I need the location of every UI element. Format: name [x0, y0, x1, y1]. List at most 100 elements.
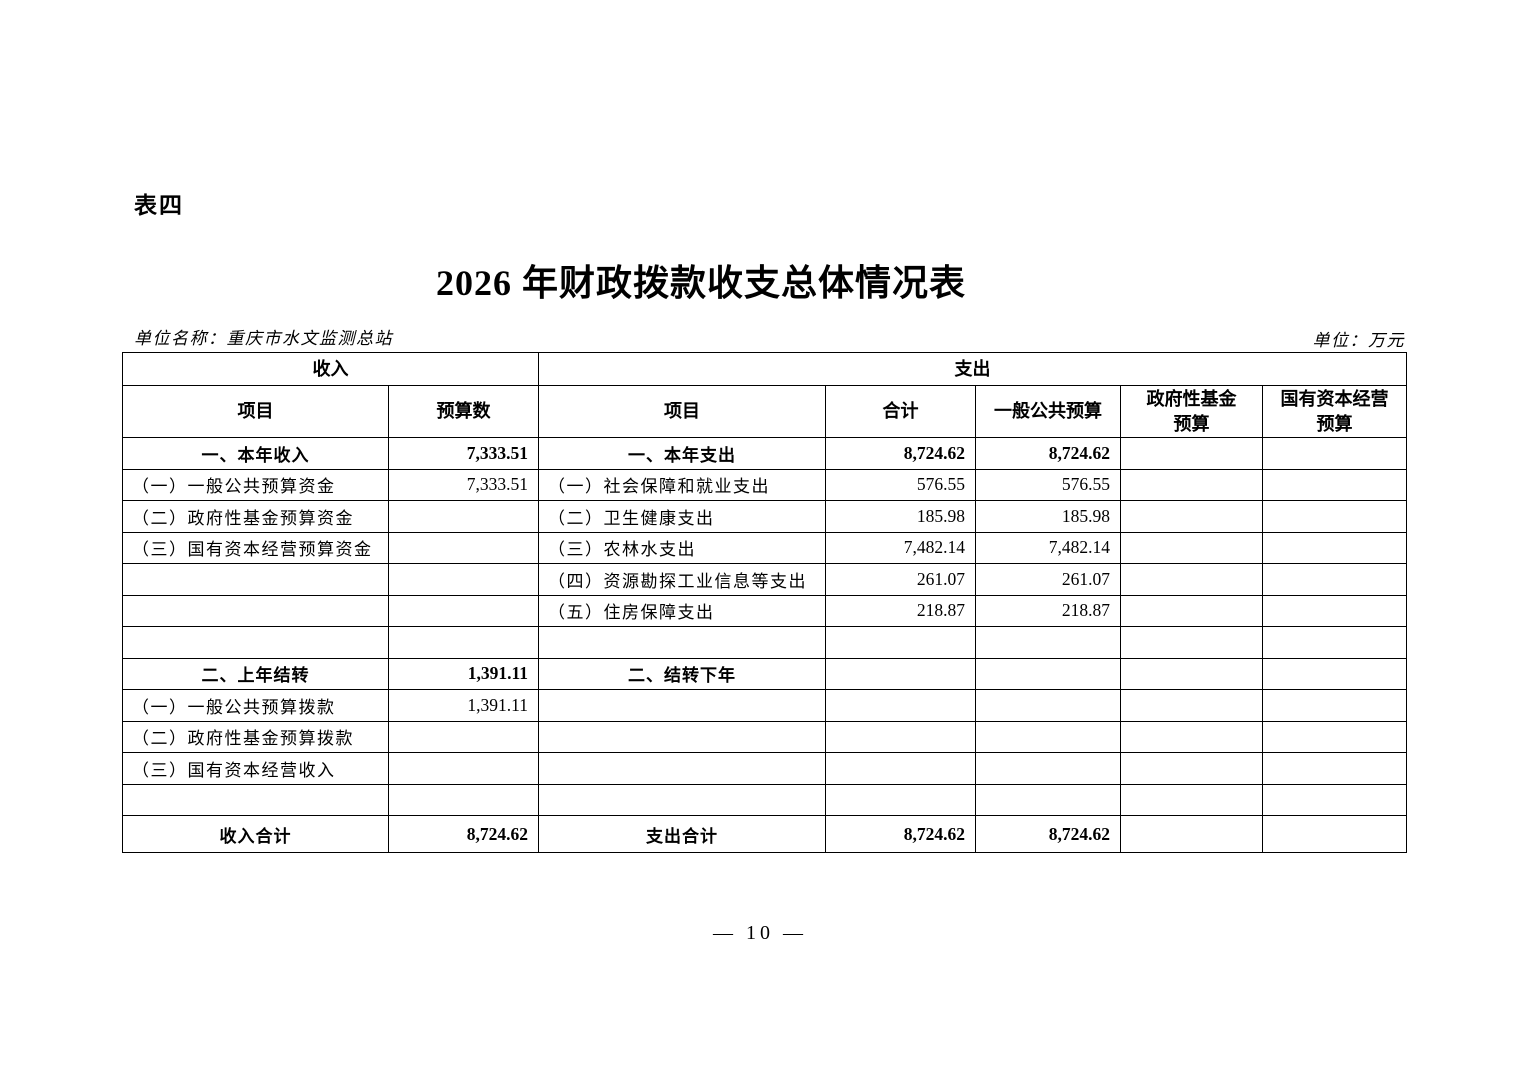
general-public-budget-cell [975, 657, 1121, 690]
expense-total-cell [825, 783, 976, 816]
income-budget-cell: 1,391.11 [388, 689, 539, 722]
general-public-budget-cell: 8,724.62 [975, 815, 1121, 853]
income-item-cell: （一）一般公共预算拨款 [122, 689, 389, 722]
income-item-cell: 一、本年收入 [122, 437, 389, 470]
gov-fund-budget-cell [1120, 752, 1263, 785]
state-capital-budget-cell [1261, 531, 1408, 564]
table-row: （二）政府性基金预算拨款 [122, 720, 1408, 753]
col-header-expense-item: 项目 [538, 385, 826, 438]
expense-total-cell: 261.07 [825, 563, 976, 596]
col-header-income-budget: 预算数 [388, 385, 539, 438]
expense-total-cell [825, 752, 976, 785]
income-budget-cell: 7,333.51 [388, 468, 539, 501]
general-public-budget-cell: 218.87 [975, 594, 1121, 627]
expense-total-cell: 218.87 [825, 594, 976, 627]
income-budget-cell [388, 563, 539, 596]
state-capital-budget-cell [1261, 720, 1408, 753]
general-public-budget-cell: 8,724.62 [975, 437, 1121, 470]
budget-table: 收入 支出 项目 预算数 项目 合计 一般公共预算 政府性基金 预算 国有资本经营… [122, 352, 1408, 853]
expense-item-cell: （二）卫生健康支出 [538, 500, 826, 533]
income-budget-cell [388, 500, 539, 533]
table-row: （二）政府性基金预算资金 （二）卫生健康支出 185.98 185.98 [122, 500, 1408, 533]
expense-total-cell [825, 626, 976, 659]
income-item-cell [122, 594, 389, 627]
unit-label: 单位：万元 [1312, 331, 1405, 350]
expense-item-cell: 二、结转下年 [538, 657, 826, 690]
income-budget-cell: 8,724.62 [388, 815, 539, 853]
gov-fund-budget-cell [1120, 594, 1263, 627]
general-public-budget-cell: 576.55 [975, 468, 1121, 501]
income-budget-cell [388, 594, 539, 627]
table-row: （五）住房保障支出 218.87 218.87 [122, 594, 1408, 627]
income-budget-cell [388, 531, 539, 564]
gov-fund-budget-cell [1120, 689, 1263, 722]
general-public-budget-cell [975, 720, 1121, 753]
gov-fund-budget-cell [1120, 720, 1263, 753]
col-header-general-public-budget: 一般公共预算 [975, 385, 1121, 438]
expense-item-cell: 一、本年支出 [538, 437, 826, 470]
table-label: 表四 [134, 192, 184, 218]
state-capital-budget-cell [1261, 594, 1408, 627]
income-item-cell: （二）政府性基金预算拨款 [122, 720, 389, 753]
state-capital-budget-cell [1261, 689, 1408, 722]
table-row: （三）国有资本经营收入 [122, 752, 1408, 785]
state-capital-budget-cell [1261, 657, 1408, 690]
income-budget-cell [388, 752, 539, 785]
expense-total-cell [825, 689, 976, 722]
col-header-state-capital-line1: 国有资本经营 [1280, 389, 1389, 410]
gov-fund-budget-cell [1120, 563, 1263, 596]
gov-fund-budget-cell [1120, 783, 1263, 816]
column-header-row: 项目 预算数 项目 合计 一般公共预算 政府性基金 预算 国有资本经营 预算 [122, 385, 1408, 438]
expense-group-header: 支出 [537, 352, 1408, 386]
income-item-cell: 收入合计 [122, 815, 389, 853]
income-item-cell: （一）一般公共预算资金 [122, 468, 389, 501]
table-row: （四）资源勘探工业信息等支出 261.07 261.07 [122, 563, 1408, 596]
col-header-gov-fund-line2: 预算 [1173, 413, 1210, 434]
gov-fund-budget-cell [1120, 437, 1263, 470]
state-capital-budget-cell [1261, 815, 1408, 853]
gov-fund-budget-cell [1120, 657, 1263, 690]
group-header-row: 收入 支出 [122, 352, 1408, 386]
income-budget-cell [388, 626, 539, 659]
income-item-cell: 二、上年结转 [122, 657, 389, 690]
income-budget-cell [388, 720, 539, 753]
expense-item-cell: （四）资源勘探工业信息等支出 [538, 563, 826, 596]
expense-total-cell: 8,724.62 [825, 437, 976, 470]
state-capital-budget-cell [1261, 500, 1408, 533]
expense-item-cell [538, 752, 826, 785]
general-public-budget-cell [975, 752, 1121, 785]
income-item-cell: （二）政府性基金预算资金 [122, 500, 389, 533]
table-row [122, 783, 1408, 816]
expense-total-cell [825, 657, 976, 690]
expense-item-cell: （一）社会保障和就业支出 [538, 468, 826, 501]
col-header-income-item: 项目 [122, 385, 389, 438]
general-public-budget-cell [975, 689, 1121, 722]
income-group-header: 收入 [122, 352, 539, 386]
gov-fund-budget-cell [1120, 468, 1263, 501]
income-item-cell: （三）国有资本经营预算资金 [122, 531, 389, 564]
income-item-cell [122, 626, 389, 659]
expense-item-cell: （三）农林水支出 [538, 531, 826, 564]
state-capital-budget-cell [1261, 626, 1408, 659]
expense-total-cell: 8,724.62 [825, 815, 976, 853]
col-header-gov-fund-line1: 政府性基金 [1146, 389, 1237, 410]
table-row [122, 626, 1408, 659]
state-capital-budget-cell [1261, 752, 1408, 785]
table-row: 一、本年收入 7,333.51 一、本年支出 8,724.62 8,724.62 [122, 437, 1408, 470]
unit-name-label: 单位名称：重庆市水文监测总站 [134, 329, 393, 348]
table-row: 收入合计 8,724.62 支出合计 8,724.62 8,724.62 [122, 815, 1408, 853]
expense-item-cell: 支出合计 [538, 815, 826, 853]
expense-total-cell: 185.98 [825, 500, 976, 533]
expense-item-cell: （五）住房保障支出 [538, 594, 826, 627]
gov-fund-budget-cell [1120, 531, 1263, 564]
general-public-budget-cell [975, 783, 1121, 816]
general-public-budget-cell [975, 626, 1121, 659]
general-public-budget-cell: 261.07 [975, 563, 1121, 596]
gov-fund-budget-cell [1120, 500, 1263, 533]
col-header-state-capital-budget: 国有资本经营 预算 [1261, 385, 1408, 438]
state-capital-budget-cell [1261, 563, 1408, 596]
col-header-state-capital-line2: 预算 [1316, 413, 1353, 434]
table-body: 一、本年收入 7,333.51 一、本年支出 8,724.62 8,724.62 （一）一… [122, 437, 1408, 853]
expense-item-cell [538, 783, 826, 816]
